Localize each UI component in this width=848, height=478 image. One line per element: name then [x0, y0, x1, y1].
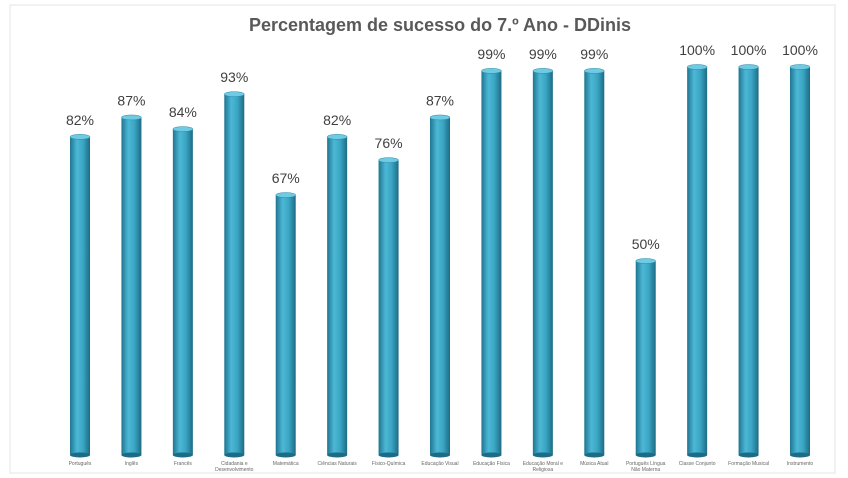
x-tick-label: Educação Moral e Religiosa [522, 461, 563, 473]
bar [378, 160, 399, 455]
x-tick-label: Formação Musical [728, 461, 769, 467]
value-label: 99% [529, 46, 557, 62]
value-label: 100% [679, 42, 715, 58]
bar-base [584, 452, 605, 458]
x-tick-label: Educação Visual [421, 461, 459, 467]
value-label: 99% [477, 46, 505, 62]
bar-cap [224, 91, 245, 97]
value-label: 100% [782, 42, 818, 58]
bar [790, 67, 810, 455]
x-tick-label: Físico-Química [371, 461, 406, 467]
bar-base [738, 452, 759, 458]
bar-cap [789, 64, 811, 70]
x-tick-label: Português [68, 461, 92, 467]
value-label: 99% [580, 46, 608, 62]
x-tick-label: Ciências Naturais [317, 461, 357, 467]
value-label: 50% [632, 236, 660, 252]
bar-base [172, 452, 193, 458]
bar-cap [686, 64, 708, 70]
value-label: 82% [323, 112, 351, 128]
bar [430, 117, 450, 455]
x-tick-label: Matemática [272, 461, 299, 467]
value-label: 67% [272, 170, 300, 186]
bar-cap [584, 68, 605, 74]
bar-base [224, 452, 245, 458]
bar [275, 195, 296, 456]
bar [327, 136, 348, 455]
bar-cap [635, 258, 656, 264]
value-label: 76% [375, 135, 403, 151]
bar-cap [738, 64, 759, 70]
value-label: 87% [426, 92, 454, 108]
value-label: 87% [117, 92, 145, 108]
bar-base [430, 452, 450, 458]
bar [481, 70, 502, 455]
bar-cap [121, 114, 142, 121]
x-tick-label: Música Atual [580, 461, 609, 467]
bar [687, 67, 708, 455]
bar-base [635, 452, 656, 458]
bar-cap [481, 68, 502, 74]
bar-cap [326, 134, 348, 140]
x-tick-label: Francês [173, 461, 192, 467]
bar-base [687, 452, 708, 458]
x-tick-label: Português Língua Não Materna [625, 461, 666, 473]
bar-cap [378, 157, 399, 163]
bar-base [275, 452, 296, 458]
bar [172, 129, 193, 455]
bar-cap [275, 192, 296, 198]
bar-base [532, 452, 553, 458]
bar-base [481, 452, 502, 458]
x-tick-label: Cidadania e Desenvolvimento [215, 461, 254, 473]
bar-base [378, 452, 399, 458]
bar-base [70, 452, 90, 458]
bar [738, 67, 759, 455]
bar [532, 70, 553, 455]
bar-base [327, 452, 348, 458]
value-label: 100% [731, 42, 767, 58]
bar-cap [429, 114, 451, 121]
bar [584, 70, 605, 455]
bar [121, 117, 142, 455]
x-tick-label: Inglês [124, 461, 139, 467]
value-label: 82% [66, 112, 94, 128]
value-label: 93% [220, 69, 248, 85]
chart-title: Percentagem de sucesso do 7.º Ano - DDin… [249, 15, 631, 35]
bar [635, 261, 656, 455]
bar-base [790, 452, 810, 458]
x-tick-label: Instrumento [786, 461, 814, 467]
value-label: 84% [169, 104, 197, 120]
x-tick-label: Educação Física [472, 461, 510, 467]
bar-cap [69, 134, 91, 140]
bar-base [121, 452, 142, 458]
bar-cap [532, 68, 554, 74]
bar [224, 94, 245, 455]
bar-cap [172, 126, 194, 132]
bar [70, 136, 90, 455]
x-tick-label: Classe Conjunto [678, 461, 716, 467]
